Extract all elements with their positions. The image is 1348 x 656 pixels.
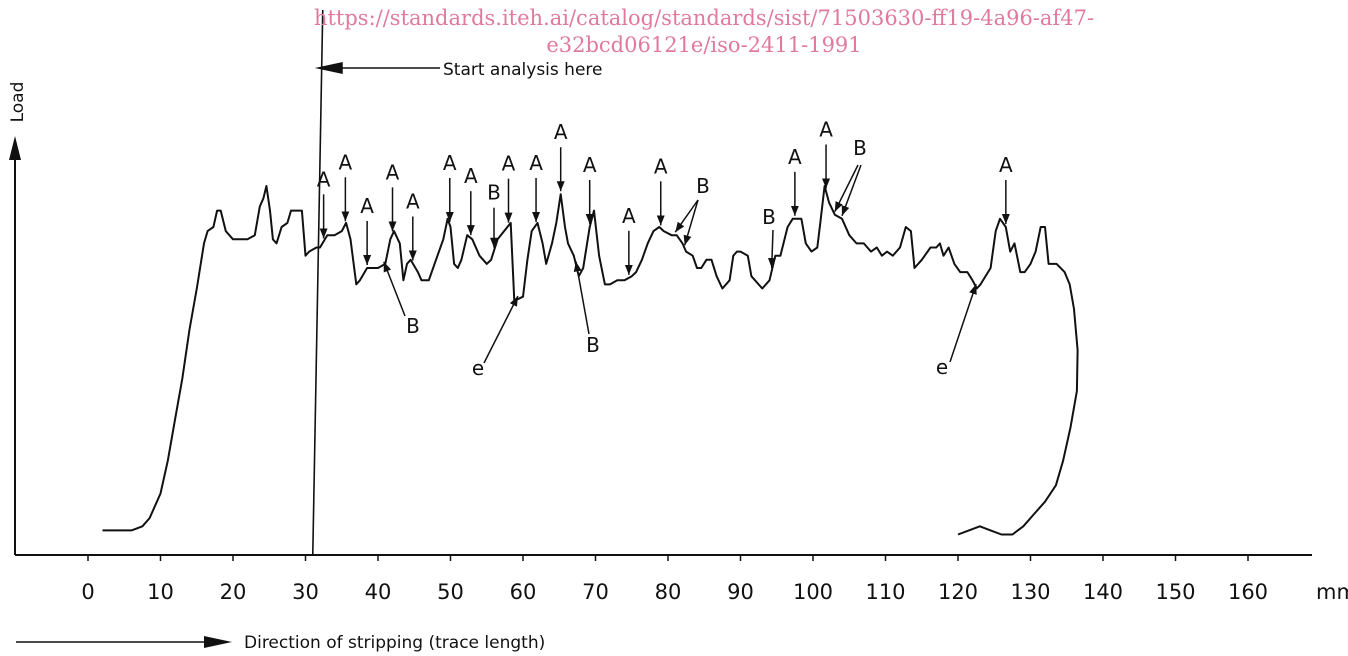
load-trace-line [102,185,1079,536]
x-tick-label: 120 [938,580,978,604]
annotation-label-a: A [554,120,568,144]
y-axis-arrow-icon [9,136,21,160]
annotation-label-b: B [853,136,867,160]
annotation-label-b: B [487,181,501,205]
annotation-label-a: A [406,189,420,213]
annotation-arrow [483,295,519,364]
annotation-label-a: A [622,204,636,228]
annotation-arrow [841,164,862,217]
annotation-label-a: A [360,194,374,218]
annotation-label-a: A [339,150,353,174]
x-tick-label: 150 [1155,580,1195,604]
y-axis-label: Load [8,82,28,123]
annotation-arrow [573,261,590,335]
annotation-label-a: A [386,160,400,184]
annotation-label-b: B [586,333,600,357]
watermark-url-line-2: e32bcd06121e/iso-2411-1991 [546,33,862,57]
annotation-label-b: B [696,174,710,198]
x-tick-label: 90 [727,580,754,604]
x-tick-label: 140 [1083,580,1123,604]
annotation-arrow [674,199,699,233]
x-tick-label: 60 [510,580,537,604]
annotation-label-e: e [472,356,484,380]
x-tick-label: 20 [220,580,247,604]
annotation-label-a: A [464,164,478,188]
direction-arrow-icon [204,636,232,648]
x-axis-label: Direction of stripping (trace length) [244,633,545,653]
annotation-label-a: A [788,145,802,169]
annotation-arrow [949,283,977,363]
x-tick-label: 130 [1010,580,1050,604]
annotation-arrow [768,229,777,269]
annotation-arrow [834,164,859,213]
x-unit-label: mm [1316,580,1348,604]
x-tick-label: 10 [147,580,174,604]
x-tick-label: 110 [865,580,905,604]
start-analysis-arrow-icon [314,62,343,74]
annotation-arrow [383,261,406,317]
start-analysis-label: Start analysis here [443,60,602,80]
annotation-label-b: B [406,314,420,338]
x-tick-label: 40 [365,580,392,604]
annotation-label-a: A [654,154,668,178]
annotation-arrow [683,199,699,246]
annotation-label-a: A [583,153,597,177]
x-tick-label: 0 [81,580,94,604]
x-tick-label: 50 [437,580,464,604]
annotation-label-a: A [819,117,833,141]
x-tick-label: 70 [582,580,609,604]
annotation-label-a: A [999,153,1013,177]
annotation-label-a: A [317,167,331,191]
start-analysis-line [311,9,324,557]
x-tick-label: 80 [655,580,682,604]
x-tick-label: 100 [793,580,833,604]
x-tick-label: 30 [292,580,319,604]
annotation-label-a: A [529,151,543,175]
x-tick-label: 160 [1228,580,1268,604]
annotation-label-e: e [936,355,948,379]
annotation-label-b: B [762,205,776,229]
x-axis-ticks: 0 10 20 30 40 50 60 70 80 90 100 110 120 130 140 150 160 [81,555,1268,604]
annotation-label-a: A [502,152,516,176]
annotation-label-a: A [443,151,457,175]
watermark-url-line-1: https://standards.iteh.ai/catalog/standa… [313,6,1095,30]
